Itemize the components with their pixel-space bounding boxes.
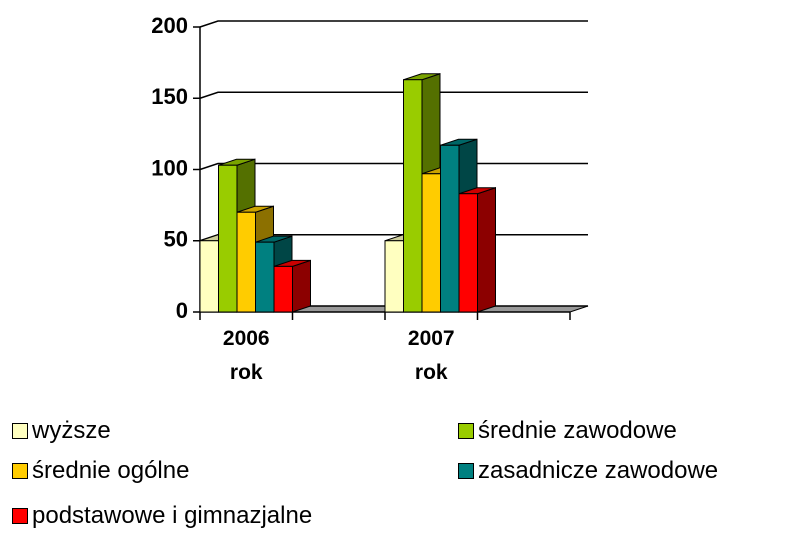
bar bbox=[458, 187, 496, 313]
legend-label: średnie zawodowe bbox=[478, 417, 677, 444]
x-tick-label: 2007 rok bbox=[407, 327, 455, 384]
y-tick-label: 200 bbox=[151, 13, 188, 38]
grid-line bbox=[199, 91, 588, 99]
grid-line bbox=[199, 162, 588, 171]
bar-front bbox=[236, 211, 256, 313]
x-tick-label: 2006 rok bbox=[222, 327, 270, 384]
legend-item: wyższe bbox=[12, 417, 111, 445]
bar-side bbox=[477, 187, 496, 313]
legend-item: średnie zawodowe bbox=[458, 417, 677, 445]
legend-label: zasadnicze zawodowe bbox=[478, 457, 719, 484]
bar-front bbox=[273, 265, 293, 313]
legend-swatch bbox=[458, 423, 474, 439]
y-tick-label: 100 bbox=[151, 155, 188, 180]
bar-front bbox=[199, 240, 219, 313]
grid-line bbox=[199, 20, 588, 28]
bar-front bbox=[440, 144, 460, 313]
y-tick-label: 150 bbox=[151, 84, 188, 109]
bar-front bbox=[403, 79, 423, 313]
legend-swatch bbox=[12, 508, 28, 524]
bar-front bbox=[384, 240, 404, 313]
legend-label: podstawowe i gimnazjalne bbox=[32, 502, 313, 529]
legend-label: średnie ogólne bbox=[32, 457, 190, 484]
bar-front bbox=[255, 241, 275, 313]
bar-front bbox=[421, 173, 441, 313]
bar-front bbox=[458, 193, 478, 313]
bar bbox=[273, 259, 311, 313]
legend-swatch bbox=[458, 463, 474, 479]
legend-item: podstawowe i gimnazjalne bbox=[12, 502, 312, 530]
y-tick-label: 0 bbox=[176, 298, 188, 323]
legend-swatch bbox=[12, 423, 28, 439]
legend-item: zasadnicze zawodowe bbox=[458, 457, 718, 485]
bar-side bbox=[292, 259, 311, 313]
legend-item: średnie ogólne bbox=[12, 457, 189, 485]
legend-label: wyższe bbox=[32, 417, 111, 444]
bar-front bbox=[218, 164, 238, 313]
y-tick-label: 50 bbox=[164, 227, 188, 252]
legend-swatch bbox=[12, 463, 28, 479]
